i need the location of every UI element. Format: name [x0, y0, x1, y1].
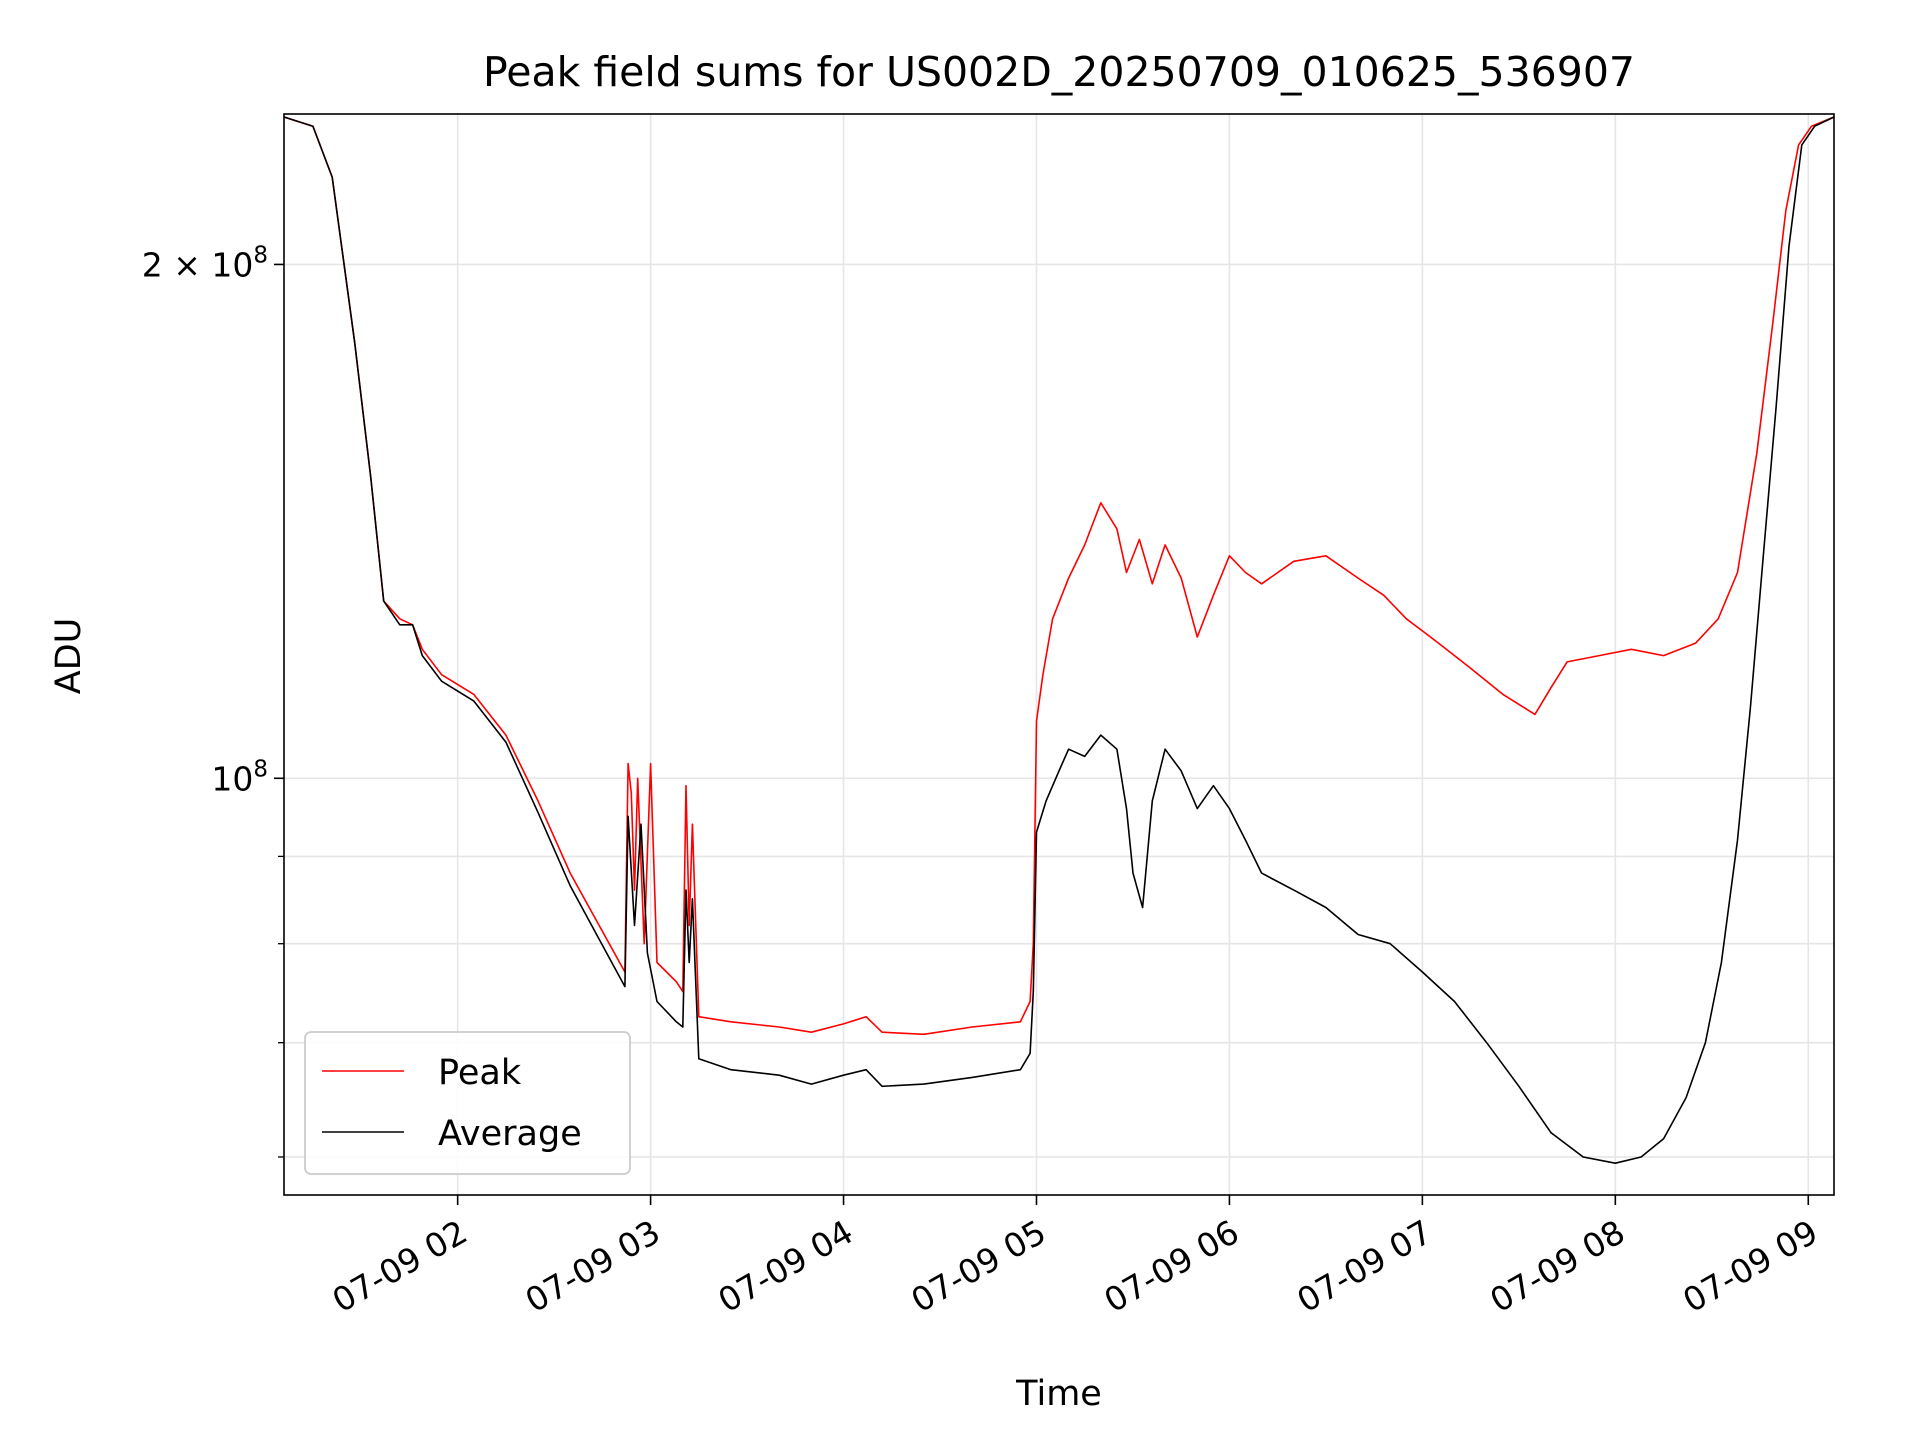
grid: [284, 114, 1834, 1195]
legend: Peak Average: [304, 1031, 631, 1175]
y-tick-multiplier: 2 ×: [142, 245, 212, 284]
series-line-average: [283, 116, 1835, 1164]
legend-label-peak: Peak: [438, 1053, 522, 1093]
series-line-peak: [283, 116, 1835, 1036]
x-axis-label: Time: [1015, 1374, 1102, 1414]
legend-box: [304, 1031, 631, 1175]
y-tick-base: 10: [211, 245, 253, 284]
y-axis-label: ADU: [49, 618, 89, 695]
chart-title: Peak field sums for US002D_20250709_0106…: [483, 48, 1635, 96]
y-tick-label: 108: [211, 756, 268, 798]
y-tick-label: 2 × 108: [142, 242, 268, 284]
series-layer: [283, 116, 1835, 1164]
y-tick-exponent: 8: [253, 756, 268, 782]
legend-label-average: Average: [438, 1114, 582, 1154]
plot-frame: [283, 113, 1835, 1196]
y-tick-exponent: 8: [253, 242, 268, 268]
y-tick-base: 10: [211, 759, 253, 798]
